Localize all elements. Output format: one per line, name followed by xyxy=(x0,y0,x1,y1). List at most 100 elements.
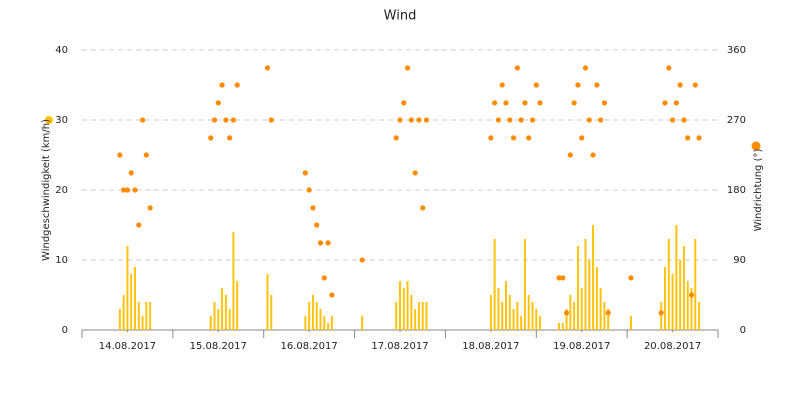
bar xyxy=(520,316,523,330)
point xyxy=(139,117,146,123)
bar xyxy=(402,288,405,330)
bar xyxy=(565,309,568,330)
bar xyxy=(664,267,666,330)
point xyxy=(571,100,577,106)
x-tick-label: 19.08.2017 xyxy=(553,341,610,352)
point xyxy=(586,117,592,123)
point xyxy=(128,170,134,176)
point xyxy=(268,117,274,123)
legend-label: Windrichtung (°) xyxy=(753,149,764,232)
bar xyxy=(395,302,398,330)
point xyxy=(306,187,312,193)
y2-tick-label: 180 xyxy=(727,185,746,196)
point xyxy=(495,117,502,123)
bar xyxy=(224,295,227,330)
bar xyxy=(228,309,231,330)
bar xyxy=(270,295,273,330)
point xyxy=(264,65,271,71)
bar xyxy=(569,295,572,330)
bar xyxy=(315,302,318,330)
point xyxy=(321,275,327,281)
point xyxy=(658,310,664,316)
point xyxy=(575,82,581,88)
bar xyxy=(126,246,129,330)
point xyxy=(423,117,430,123)
bar xyxy=(595,267,598,330)
point xyxy=(677,82,683,88)
bar xyxy=(149,302,152,330)
bar xyxy=(592,225,595,330)
bar xyxy=(410,295,413,330)
point xyxy=(696,135,702,141)
x-tick-label: 18.08.2017 xyxy=(462,341,519,352)
point xyxy=(302,170,308,176)
point xyxy=(412,170,418,176)
bar xyxy=(629,316,632,330)
bar xyxy=(573,302,576,330)
bar xyxy=(217,309,220,330)
legend-dot xyxy=(45,116,53,124)
point xyxy=(420,205,426,211)
bar xyxy=(576,246,579,330)
bar xyxy=(130,274,133,330)
bar xyxy=(134,267,136,330)
point xyxy=(219,82,225,88)
point xyxy=(359,257,365,263)
point xyxy=(124,187,131,193)
bar xyxy=(580,288,583,330)
point xyxy=(518,117,524,123)
point xyxy=(582,65,589,71)
point xyxy=(507,117,513,123)
point xyxy=(669,117,676,123)
point xyxy=(314,222,320,228)
point xyxy=(514,65,520,71)
bar xyxy=(527,295,530,330)
bar xyxy=(213,302,216,330)
point xyxy=(408,117,414,123)
point xyxy=(499,82,505,88)
bar xyxy=(122,295,125,330)
point xyxy=(208,135,214,141)
bar xyxy=(311,295,314,330)
point xyxy=(662,100,668,106)
point xyxy=(556,275,562,281)
bar xyxy=(497,288,500,330)
bar xyxy=(308,302,311,330)
bar xyxy=(667,239,670,330)
bar xyxy=(406,281,409,330)
point xyxy=(234,82,240,88)
bar xyxy=(221,288,224,330)
point xyxy=(230,117,237,123)
x-tick-label: 20.08.2017 xyxy=(644,341,701,352)
x-tick-label: 14.08.2017 xyxy=(99,341,156,352)
y-tick-label: 10 xyxy=(55,255,68,266)
bar xyxy=(232,232,235,330)
bar xyxy=(493,239,496,330)
point xyxy=(325,240,331,246)
bar xyxy=(505,281,507,330)
bar xyxy=(319,309,322,330)
bar xyxy=(417,302,420,330)
point xyxy=(533,82,539,88)
bar xyxy=(660,302,663,330)
point xyxy=(416,117,422,123)
y2-tick-label: 360 xyxy=(727,45,746,56)
point xyxy=(329,292,335,298)
point xyxy=(211,117,218,123)
point xyxy=(503,100,509,106)
bar xyxy=(236,281,239,330)
legend-label: Windgeschwindigkeit (km/h) xyxy=(41,119,52,261)
bar xyxy=(682,246,685,330)
bar xyxy=(330,316,333,330)
point xyxy=(136,222,142,228)
bar xyxy=(561,323,564,330)
bar xyxy=(304,316,307,330)
point xyxy=(594,82,600,88)
bar xyxy=(558,323,560,330)
bar xyxy=(516,302,519,330)
bar xyxy=(501,302,504,330)
y2-tick-label: 90 xyxy=(733,255,746,266)
bar xyxy=(508,295,511,330)
point xyxy=(492,100,498,106)
bar xyxy=(690,288,693,330)
